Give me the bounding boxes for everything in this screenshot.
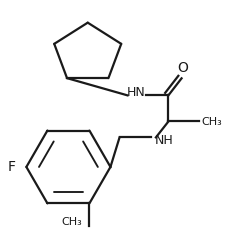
Text: HN: HN: [126, 86, 145, 99]
Text: F: F: [8, 160, 16, 174]
Text: NH: NH: [155, 134, 173, 147]
Text: CH₃: CH₃: [61, 217, 82, 227]
Text: CH₃: CH₃: [200, 116, 221, 127]
Text: O: O: [177, 61, 188, 75]
